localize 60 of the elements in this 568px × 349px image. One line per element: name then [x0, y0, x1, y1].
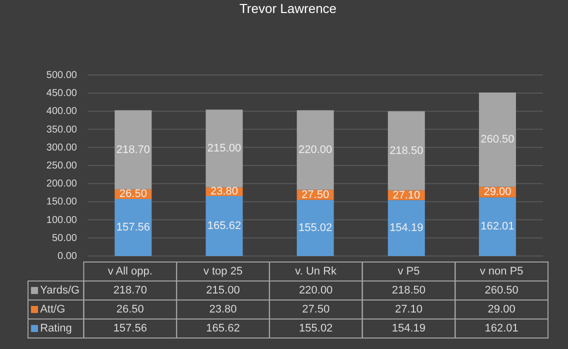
- y-tick-label: 450.00: [46, 88, 78, 100]
- x-tick-label: v P5: [398, 266, 420, 278]
- text: 26.50: [119, 188, 147, 200]
- text: 27.50: [302, 188, 330, 201]
- data-label: 218.50: [392, 284, 426, 296]
- data-label: 157.56: [113, 322, 147, 334]
- bar: [114, 110, 152, 190]
- text: 154.19: [390, 222, 424, 234]
- bar: [388, 111, 425, 190]
- bar: [388, 200, 425, 256]
- y-tick-label: 50.00: [52, 232, 78, 244]
- y-tick-label: 300.00: [46, 142, 78, 154]
- y-tick-label: 200.00: [46, 178, 78, 190]
- text: 218.70: [116, 144, 150, 156]
- data-label: 26.50: [116, 304, 144, 316]
- text: 260.50: [480, 134, 514, 146]
- bar: [296, 110, 334, 190]
- data-label: 23.80: [209, 304, 237, 316]
- y-tick-label: 400.00: [46, 106, 78, 118]
- text: 165.62: [207, 220, 242, 232]
- y-tick-label: 100.00: [46, 214, 78, 226]
- data-label: 27.50: [302, 304, 330, 316]
- y-tick-label: 500.00: [46, 70, 78, 81]
- y-tick-label: 150.00: [46, 196, 78, 208]
- y-tick-label: 250.00: [46, 160, 78, 172]
- text: 157.56: [116, 221, 150, 234]
- y-tick-label: 0.00: [58, 251, 78, 262]
- data-label: 27.10: [394, 304, 422, 316]
- text: 23.80: [210, 186, 238, 198]
- chart-title: Trevor Lawrence: [239, 1, 337, 16]
- bar: [206, 110, 243, 188]
- legend-label: Att/G: [40, 304, 66, 316]
- legend-label: Yards/G: [40, 284, 80, 296]
- data-label: 218.70: [113, 284, 147, 296]
- y-tick-label: 350.00: [46, 124, 78, 136]
- data-label: 155.02: [299, 322, 333, 334]
- data-label: 154.19: [392, 322, 426, 334]
- text: 218.50: [390, 144, 424, 157]
- text: 220.00: [298, 144, 332, 156]
- x-tick-label: v All opp.: [108, 266, 152, 278]
- data-label: 162.01: [484, 322, 518, 334]
- data-label: 260.50: [484, 284, 518, 296]
- data-label: 165.62: [206, 322, 240, 334]
- data-label: 29.00: [488, 304, 516, 316]
- x-tick-label: v. Un Rk: [295, 266, 338, 278]
- text: 215.00: [207, 142, 242, 155]
- text: 155.02: [298, 222, 332, 234]
- bar: [296, 200, 334, 256]
- bar: [478, 92, 516, 187]
- data-label: 215.00: [206, 284, 240, 296]
- bar: [114, 198, 152, 256]
- text: 29.00: [484, 186, 512, 198]
- text: 27.10: [392, 189, 420, 202]
- data-label: 220.00: [299, 284, 333, 296]
- text: 162.01: [480, 220, 514, 233]
- bar: [478, 197, 516, 256]
- x-tick-label: v non P5: [480, 266, 524, 278]
- bar: [206, 196, 243, 256]
- x-tick-label: v top 25: [203, 266, 243, 278]
- legend-label: Rating: [40, 322, 72, 334]
